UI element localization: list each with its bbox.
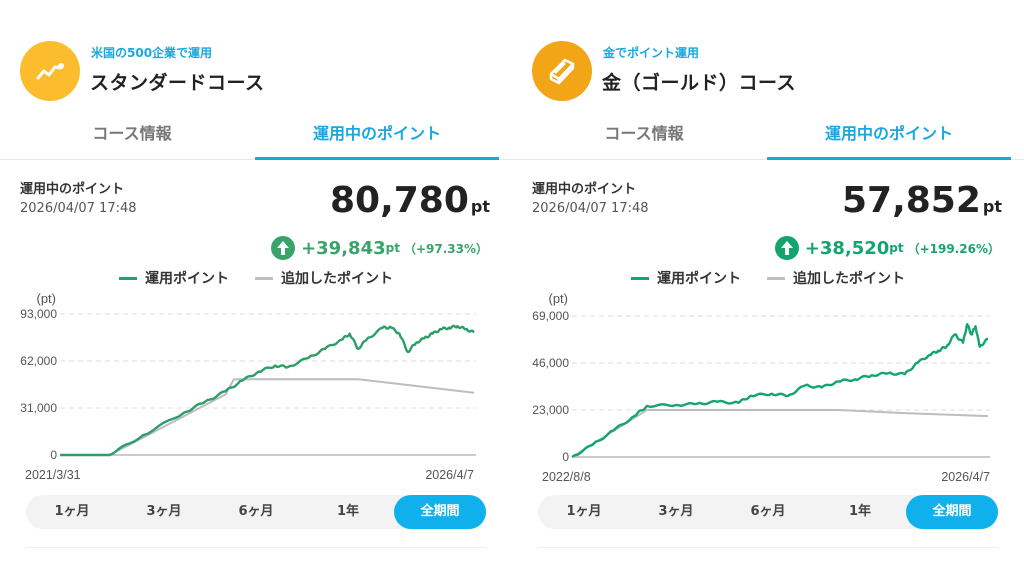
gold-bar-icon [549,58,575,85]
tab-course-info[interactable]: コース情報 [604,124,684,143]
y-tick-label: 0 [562,450,569,464]
gold-course-panel: 金でポイント運用 金（ゴールド）コース コース情報 運用中のポイント 運用中のポ… [512,0,1024,576]
period-1-month[interactable]: 1ヶ月 [566,504,602,519]
tab-points-in-use[interactable]: 運用中のポイント [255,118,499,160]
course-icon [532,41,592,101]
trend-up-icon [36,63,64,80]
legend-item-invested-points: 運用ポイント [119,268,229,288]
chart-legend: 運用ポイント 追加したポイント [512,268,1024,288]
chart-legend: 運用ポイント 追加したポイント [0,268,512,288]
y-tick-label: 69,000 [532,309,569,323]
period-3-months[interactable]: 3ヶ月 [146,504,182,519]
period-selector: 1ヶ月 3ヶ月 6ヶ月 1年 全期間 [538,495,998,529]
points-value: 80,780 pt [330,180,490,221]
legend-item-added-points: 追加したポイント [767,268,905,288]
divider [538,547,998,548]
legend-item-invested-points: 運用ポイント [631,268,741,288]
course-subtitle: 米国の500企業で運用 [91,46,213,60]
y-tick-label: 0 [50,448,57,462]
change-amount: +39,843 [301,237,386,259]
change-percent: （+97.33%） [403,241,488,256]
points-datetime: 2026/04/07 17:48 [20,201,137,216]
legend-label: 運用ポイント [657,271,741,287]
legend-swatch [255,276,273,280]
divider [26,547,486,548]
y-tick-label: 46,000 [532,356,569,370]
points-label: 運用中のポイント [532,182,637,197]
points-unit: pt [470,197,490,216]
change-unit: pt [385,241,400,255]
points-label: 運用中のポイント [20,182,125,197]
y-tick-label: 23,000 [532,403,569,417]
course-title: スタンダードコース [90,72,265,94]
legend-item-added-points: 追加したポイント [255,268,393,288]
period-all[interactable]: 全期間 [906,495,998,529]
arrow-up-icon [271,236,296,260]
y-tick-label: 62,000 [20,354,57,368]
points-change: +38,520 pt （+199.26%） [774,236,1000,260]
points-number: 80,780 [329,180,469,221]
tab-course-info[interactable]: コース情報 [92,124,172,143]
arrow-up-icon [774,236,799,260]
change-amount: +38,520 [804,237,890,259]
x-start-label: 2022/8/8 [542,470,591,484]
legend-label: 運用ポイント [145,271,229,287]
points-chart: (pt) 0 31,000 62,000 93,000 2021/3/31 2026/… [20,291,476,482]
x-end-label: 2026/4/7 [425,468,474,482]
course-icon [20,41,80,101]
period-all[interactable]: 全期間 [394,495,486,529]
y-axis-unit: (pt) [37,291,57,306]
change-unit: pt [889,241,904,255]
y-axis-unit: (pt) [549,291,569,306]
period-1-month[interactable]: 1ヶ月 [54,504,90,519]
change-percent: （+199.26%） [907,241,1000,256]
tab-bar: コース情報 運用中のポイント [512,118,1024,160]
period-1-year[interactable]: 1年 [336,504,360,519]
tab-points-in-use[interactable]: 運用中のポイント [767,118,1011,160]
legend-swatch [767,276,785,280]
legend-swatch [631,276,649,280]
points-number: 57,852 [841,180,981,221]
points-value: 57,852 pt [842,180,1002,221]
y-tick-label: 31,000 [20,401,57,415]
y-tick-label: 93,000 [20,307,57,321]
period-6-months[interactable]: 6ヶ月 [750,504,786,519]
x-end-label: 2026/4/7 [941,470,990,484]
series-line-invested-points [571,323,989,459]
points-chart: (pt) 0 23,000 46,000 69,000 2022/8/8 2026/4… [532,291,990,484]
series-line-invested-points [60,324,475,457]
points-change: +39,843 pt （+97.33%） [271,236,488,260]
standard-course-panel: 米国の500企業で運用 スタンダードコース コース情報 運用中のポイント 運用中… [0,41,512,548]
series-line-added-points [60,378,475,456]
period-3-months[interactable]: 3ヶ月 [658,504,694,519]
legend-label: 追加したポイント [793,271,905,287]
tab-bar: コース情報 運用中のポイント [0,118,512,160]
points-unit: pt [982,197,1002,216]
course-subtitle: 金でポイント運用 [603,46,700,60]
legend-label: 追加したポイント [281,271,393,287]
course-title: 金（ゴールド）コース [602,72,797,94]
points-datetime: 2026/04/07 17:48 [532,201,649,216]
period-6-months[interactable]: 6ヶ月 [238,504,274,519]
period-1-year[interactable]: 1年 [848,504,872,519]
x-start-label: 2021/3/31 [25,468,81,482]
legend-swatch [119,276,137,280]
period-selector: 1ヶ月 3ヶ月 6ヶ月 1年 全期間 [26,495,486,529]
